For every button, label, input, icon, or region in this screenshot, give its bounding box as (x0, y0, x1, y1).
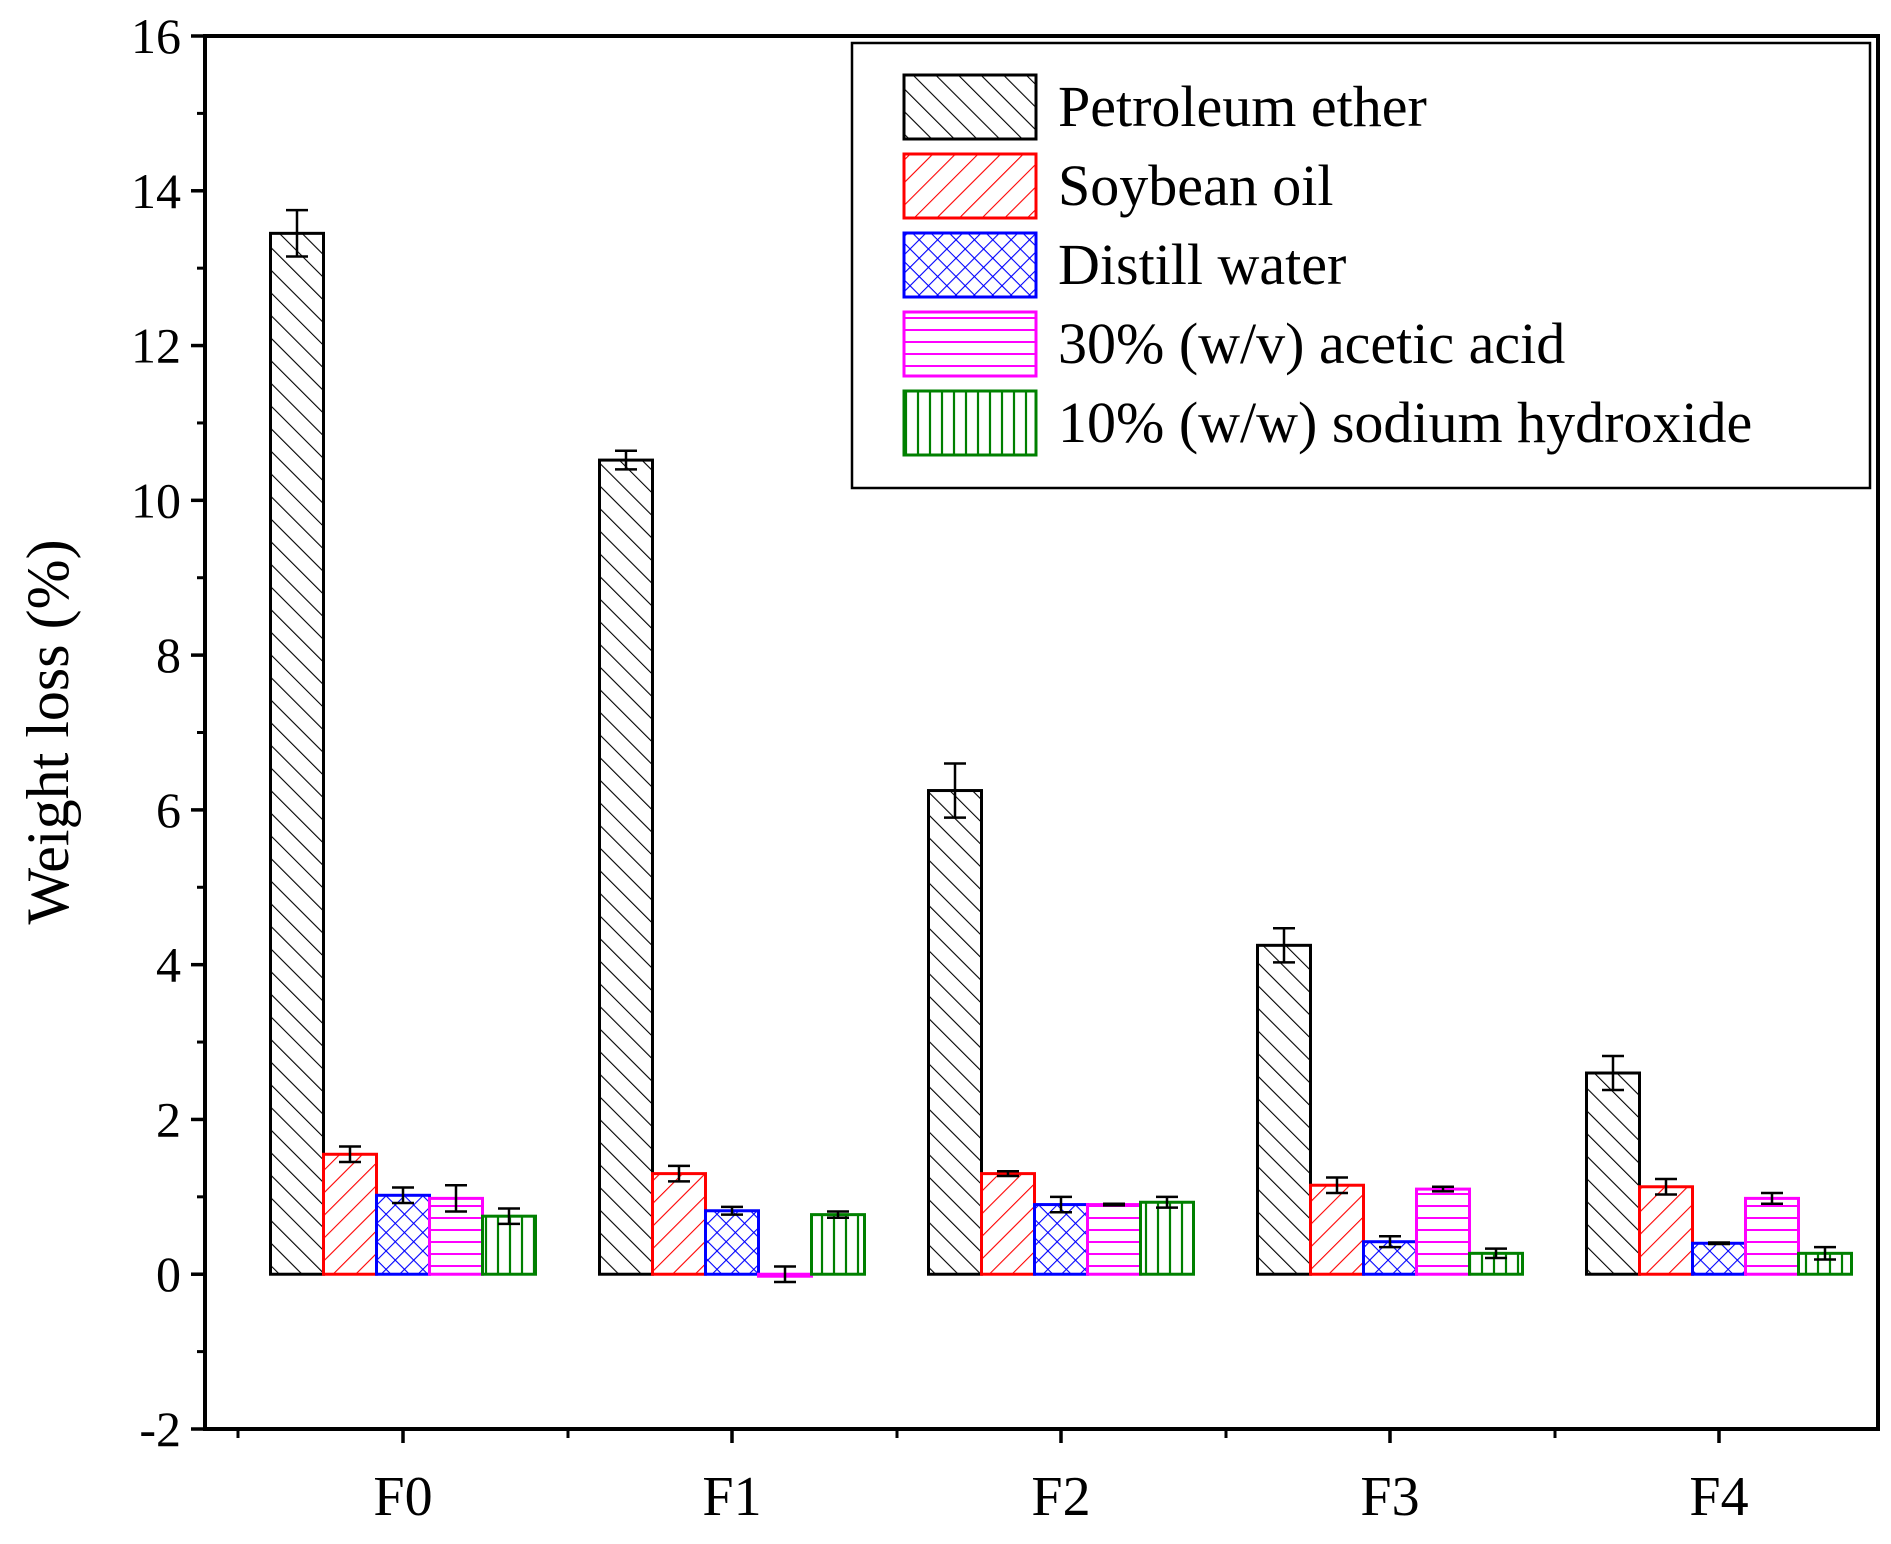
bar-f0-series-1 (269, 231, 325, 1276)
legend-item-4: 30% (w/v) acetic acid (902, 310, 1565, 378)
bar-f2-series-2 (980, 1172, 1036, 1276)
legend-item-2: Soybean oil (902, 152, 1333, 220)
error-bar-f1-series-1 (615, 449, 637, 471)
bar-f1-series-5 (810, 1213, 866, 1276)
legend-swatch (902, 231, 1038, 299)
legend-swatch (902, 73, 1038, 141)
y-tick-label: 10 (131, 472, 181, 528)
error-bar-f3-series-4 (1432, 1185, 1454, 1193)
bar-f1-series-2 (651, 1172, 707, 1276)
error-bar-f4-series-3 (1708, 1241, 1730, 1246)
error-bar-f4-series-1 (1602, 1054, 1624, 1092)
y-tick-label: 2 (156, 1091, 181, 1147)
legend-swatch (902, 152, 1038, 220)
legend-label: Distill water (1058, 232, 1346, 297)
x-tick-label-f1: F1 (702, 1466, 761, 1528)
error-bars-layer (286, 208, 1836, 1284)
error-bar-f1-series-4 (774, 1265, 796, 1284)
error-bar-f3-series-5 (1485, 1247, 1507, 1260)
bar-f2-series-4 (1086, 1203, 1142, 1276)
bar-f3-series-2 (1309, 1183, 1365, 1276)
error-bar-f2-series-2 (997, 1170, 1019, 1178)
error-bar-f3-series-1 (1273, 927, 1295, 964)
legend-swatch (902, 310, 1038, 378)
legend-label: Soybean oil (1058, 153, 1333, 218)
error-bar-f2-series-1 (944, 762, 966, 819)
y-tick-label: 12 (131, 318, 181, 374)
legend: Petroleum ether Soybean oil Distill water 3… (850, 41, 1872, 490)
x-tick-label-f2: F2 (1031, 1466, 1090, 1528)
bar-f0-series-2 (322, 1152, 378, 1276)
y-tick-label: -2 (139, 1401, 181, 1457)
legend-item-3: Distill water (902, 231, 1346, 299)
y-tick-label: 6 (156, 782, 181, 838)
error-bar-f3-series-2 (1326, 1176, 1348, 1195)
bar-f3-series-1 (1256, 943, 1312, 1276)
bar-f3-series-4 (1415, 1187, 1471, 1276)
error-bar-f0-series-4 (445, 1183, 467, 1213)
y-tick-label: 4 (156, 937, 181, 993)
bar-f4-series-1 (1585, 1071, 1641, 1276)
bar-f1-series-1 (598, 458, 654, 1276)
y-tick-label: 8 (156, 627, 181, 683)
error-bar-f0-series-1 (286, 208, 308, 258)
bar-f0-series-3 (375, 1193, 431, 1276)
x-tick-label-f4: F4 (1689, 1466, 1748, 1528)
legend-label: 10% (w/w) sodium hydroxide (1058, 390, 1752, 455)
bar-f2-series-5 (1139, 1200, 1195, 1276)
legend-items: Petroleum ether Soybean oil Distill water 3… (902, 73, 1752, 457)
y-axis: -2 0 2 4 6 8 10 12 14 16 (131, 8, 205, 1457)
bar-f1-series-3 (704, 1209, 760, 1276)
error-bar-f4-series-2 (1655, 1177, 1677, 1196)
x-axis: F0 F1 F2 F3 F4 (236, 1429, 1749, 1528)
bar-f4-series-4 (1744, 1196, 1800, 1276)
error-bar-f0-series-5 (498, 1207, 520, 1226)
y-tick-label: 16 (131, 8, 181, 64)
error-bar-f3-series-3 (1379, 1235, 1401, 1249)
error-bar-f4-series-5 (1814, 1245, 1836, 1261)
error-bar-f1-series-3 (721, 1205, 743, 1216)
bar-f0-series-5 (481, 1214, 537, 1276)
bar-f2-series-3 (1033, 1203, 1089, 1276)
bar-f4-series-3 (1691, 1241, 1747, 1276)
y-tick-label: 14 (131, 163, 181, 219)
error-bar-f0-series-2 (339, 1145, 361, 1164)
error-bar-f2-series-5 (1156, 1195, 1178, 1209)
error-bar-f0-series-3 (392, 1186, 414, 1205)
x-tick-label-f0: F0 (373, 1466, 432, 1528)
legend-item-1: Petroleum ether (902, 73, 1427, 141)
legend-label: 30% (w/v) acetic acid (1058, 311, 1565, 376)
bar-f2-series-1 (927, 789, 983, 1276)
y-tick-label: 0 (156, 1246, 181, 1302)
error-bar-f1-series-2 (668, 1164, 690, 1183)
legend-swatch (902, 389, 1038, 457)
x-tick-label-f3: F3 (1360, 1466, 1419, 1528)
y-axis-title: Weight loss (%) (15, 539, 81, 924)
error-bar-f2-series-4 (1103, 1202, 1125, 1207)
error-bar-f4-series-4 (1761, 1191, 1783, 1206)
error-bar-f2-series-3 (1050, 1195, 1072, 1214)
legend-item-5: 10% (w/w) sodium hydroxide (902, 389, 1752, 457)
bar-f4-series-2 (1638, 1185, 1694, 1276)
error-bar-f1-series-5 (827, 1210, 849, 1219)
legend-label: Petroleum ether (1058, 74, 1427, 139)
